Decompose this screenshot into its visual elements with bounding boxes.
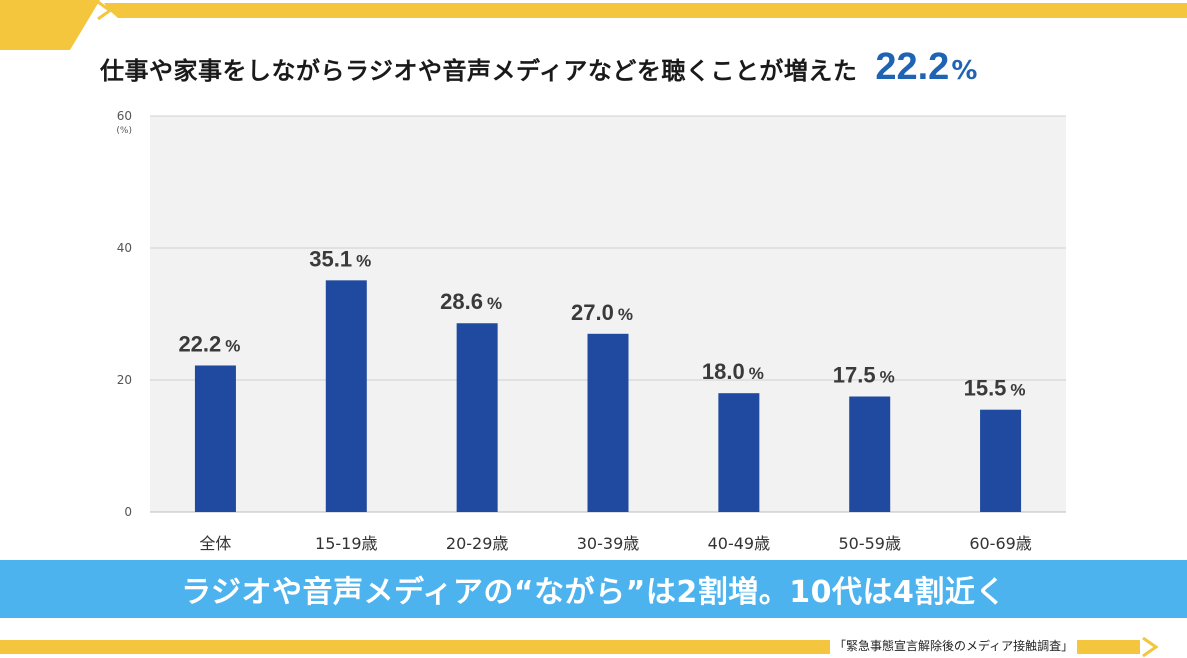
data-label-unit: % [749, 364, 764, 383]
data-label-unit: % [225, 336, 240, 355]
summary-banner-text: ラジオや音声メディアの“ながら”は2割増。10代は4割近く [181, 575, 1006, 610]
data-label-unit: % [487, 294, 502, 313]
data-label-unit: % [618, 305, 633, 324]
data-label-value: 17.5 [833, 363, 876, 388]
data-label: 15.5% [964, 376, 1026, 401]
y-tick-label: 40 [117, 241, 132, 255]
data-label: 27.0% [571, 300, 633, 325]
bar [587, 333, 629, 512]
data-label-unit: % [356, 251, 371, 270]
y-tick-label: 60 [117, 109, 132, 123]
data-label-unit: % [1010, 381, 1025, 400]
bar [718, 393, 760, 512]
data-label: 35.1% [309, 246, 371, 271]
bar [456, 323, 498, 512]
data-label: 17.5% [833, 363, 895, 388]
bar [849, 396, 891, 512]
x-category-label: 30-39歳 [577, 534, 640, 553]
headline-value: 22.2 [875, 46, 950, 88]
y-unit-label: (%) [116, 126, 132, 136]
x-category-label: 50-59歳 [838, 534, 901, 553]
x-category-label: 15-19歳 [315, 534, 378, 553]
x-category-label: 40-49歳 [708, 534, 771, 553]
headline-unit: % [951, 56, 978, 86]
source-caption: 「緊急事態宣言解除後のメディア接触調査」 [830, 638, 1078, 654]
bar [325, 280, 367, 512]
bar-chart: 0 20 40 60 (%) 22.2 % 全体 35.1 % 15-19歳 28.6 % 20-29歳 2… [116, 109, 1066, 553]
bar [980, 409, 1022, 512]
x-category-label: 全体 [199, 534, 231, 553]
x-category-label: 20-29歳 [446, 534, 509, 553]
data-label-value: 18.0 [702, 359, 745, 384]
data-label-value: 28.6 [440, 289, 483, 314]
summary-banner: ラジオや音声メディアの“ながら”は2割増。10代は4割近く [0, 560, 1187, 618]
data-label: 18.0% [702, 359, 764, 384]
bar [194, 365, 236, 512]
y-tick-label: 0 [124, 505, 132, 519]
data-label-value: 15.5 [964, 376, 1007, 401]
data-label-value: 22.2 [178, 331, 221, 356]
data-label: 28.6% [440, 289, 502, 314]
headline-text: 仕事や家事をしながらラジオや音声メディアなどを聴くことが増えた [100, 57, 858, 85]
top-accent-band [0, 0, 1187, 50]
data-label-value: 27.0 [571, 300, 614, 325]
data-label-value: 35.1 [309, 246, 352, 271]
headline: 仕事や家事をしながらラジオや音声メディアなどを聴くことが増えた 22.2 % [100, 46, 977, 90]
x-category-label: 60-69歳 [969, 534, 1032, 553]
data-label-unit: % [880, 368, 895, 387]
y-tick-label: 20 [117, 373, 132, 387]
data-label: 22.2% [178, 331, 240, 356]
